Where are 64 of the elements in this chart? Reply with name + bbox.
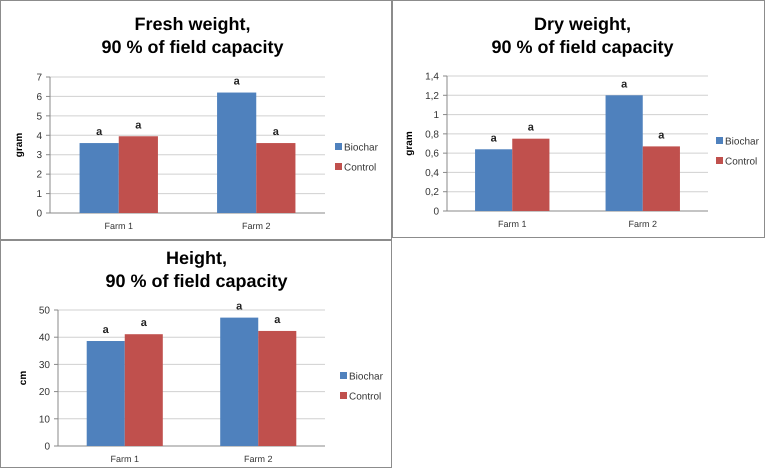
x-tick-label: Farm 1 — [498, 219, 527, 229]
y-tick-label: 1,2 — [425, 90, 440, 102]
data-label: a — [140, 317, 148, 330]
bar — [256, 143, 296, 213]
y-tick-label: 1 — [433, 110, 440, 122]
data-label: a — [490, 132, 498, 144]
x-tick-label: Farm 2 — [628, 219, 658, 229]
legend-label: Biochar — [344, 142, 379, 154]
y-axis-title: gram — [14, 132, 25, 158]
bar — [220, 318, 258, 446]
x-tick-label: Farm 2 — [242, 221, 271, 231]
data-label: a — [135, 119, 142, 132]
legend-label: Control — [349, 392, 382, 402]
y-axis-title: gram — [404, 131, 415, 156]
data-label: a — [272, 126, 280, 138]
data-label: a — [234, 76, 241, 88]
y-tick-label: 50 — [38, 306, 50, 316]
data-label: a — [621, 78, 628, 90]
y-tick-label: 0,6 — [425, 148, 440, 160]
x-tick-label: Farm 1 — [104, 221, 134, 231]
chart-title: Fresh weight, 90 % of field capacity — [101, 14, 284, 57]
data-label: a — [528, 122, 535, 134]
y-tick-label: 40 — [38, 332, 50, 344]
data-label: a — [274, 314, 282, 326]
x-tick-label: Farm 2 — [244, 454, 273, 464]
x-tick-label: Farm 1 — [110, 454, 140, 464]
y-tick-label: 30 — [38, 360, 50, 371]
y-tick-label: 0,4 — [425, 168, 440, 179]
bar — [118, 136, 158, 213]
bar — [606, 95, 643, 211]
y-tick-label: 0 — [36, 208, 42, 220]
bar — [475, 149, 512, 211]
bar — [124, 334, 163, 446]
y-tick-label: 2 — [36, 170, 42, 181]
y-tick-label: 0,2 — [425, 187, 440, 198]
y-tick-label: 0,8 — [425, 129, 440, 140]
bar — [258, 330, 296, 446]
data-label: a — [102, 324, 110, 336]
y-tick-label: 0 — [44, 442, 50, 452]
legend-label: Biochar — [349, 372, 384, 382]
y-tick-label: 20 — [38, 387, 50, 398]
bar — [86, 341, 125, 446]
y-tick-label: 5 — [36, 111, 42, 122]
legend-label: Control — [725, 156, 758, 168]
y-tick-label: 3 — [36, 150, 42, 162]
y-tick-label: 1,4 — [425, 72, 440, 82]
data-label: a — [658, 129, 666, 142]
data-label: a — [236, 300, 244, 313]
legend-label: Biochar — [725, 136, 760, 148]
legend-label: Control — [344, 162, 376, 174]
chart-title: Height, 90 % of field capacity — [105, 248, 288, 291]
y-tick-label: 10 — [38, 414, 50, 426]
chart-title: Dry weight, 90 % of field capacity — [491, 14, 674, 57]
bar — [642, 146, 680, 211]
y-tick-label: 4 — [36, 130, 42, 142]
bar — [217, 92, 256, 213]
y-tick-label: 1 — [36, 189, 42, 200]
y-tick-label: 7 — [36, 72, 42, 84]
data-label: a — [96, 126, 104, 138]
y-axis-title: cm — [18, 370, 29, 386]
y-tick-label: 0 — [433, 206, 440, 218]
bar — [512, 138, 550, 211]
y-tick-label: 6 — [36, 92, 42, 103]
bar — [80, 143, 119, 213]
